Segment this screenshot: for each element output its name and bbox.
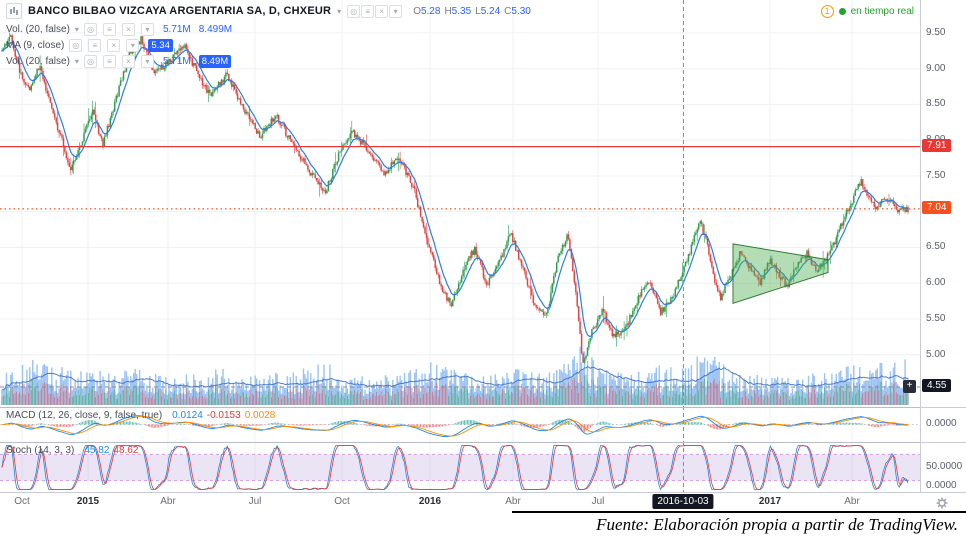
crosshair-date-label: 2016-10-03 xyxy=(652,494,714,509)
indicator-row: Vol. (20, false) ▾ ◎ ≡ × ▾ 5.71M 8.49M xyxy=(6,54,232,68)
time-tick: Jul xyxy=(248,496,262,507)
price-tick: 7.50 xyxy=(926,170,946,181)
indicator-value: 8.49M xyxy=(198,54,232,68)
stoch-pane-legend: Stoch (14, 3, 3) 45.82 48.62 xyxy=(6,445,138,456)
price-level-label: 7.04 xyxy=(922,201,952,214)
ohlc-value: 5.24 xyxy=(480,5,501,17)
price-level-label: 4.55 xyxy=(922,379,952,392)
macd-indicator-label[interactable]: MACD (12, 26, close, 9, false, true) xyxy=(6,410,163,421)
realtime-dot-icon xyxy=(838,8,846,15)
settings-icon[interactable]: ≡ xyxy=(361,4,375,18)
time-tick: 2015 xyxy=(76,496,100,507)
indicator-row: MA (9, close) ◎ ≡ × ▾ 5.34 xyxy=(6,38,173,52)
macd-values: 0.0124 -0.0153 0.0028 xyxy=(168,410,275,421)
time-tick: Abr xyxy=(844,496,860,507)
realtime-label: en tiempo real xyxy=(850,6,914,17)
source-caption: Fuente: Elaboración propia a partir de T… xyxy=(512,511,966,538)
close-icon[interactable]: × xyxy=(121,54,135,68)
add-alert-plus-button[interactable]: + xyxy=(903,380,916,393)
indicator-value: 45.82 xyxy=(84,445,110,456)
caption-text: Fuente: Elaboración propia a partir de T… xyxy=(596,515,958,534)
time-tick: Oct xyxy=(14,496,30,507)
indicator-label[interactable]: Vol. (20, false) xyxy=(6,23,70,35)
price-tick: 5.00 xyxy=(926,349,946,360)
ohlc-key: L xyxy=(475,5,481,17)
pane-separator xyxy=(921,407,966,408)
price-tick: 8.50 xyxy=(926,98,946,109)
more-icon[interactable]: ▾ xyxy=(126,38,140,52)
indicator-value: 5.34 xyxy=(148,38,173,52)
indicator-value: -0.0153 xyxy=(206,410,241,421)
notification-badge[interactable]: 1 xyxy=(820,5,834,18)
realtime-status: 1 en tiempo real xyxy=(820,5,914,18)
indicator-row: Vol. (20, false) ▾ ◎ ≡ × ▾ 5.71M 8.499M xyxy=(6,22,232,36)
time-tick: Abr xyxy=(160,496,176,507)
candles-glyph xyxy=(10,7,18,15)
price-axis[interactable]: 9.509.008.508.007.506.506.005.505.007.91… xyxy=(920,0,966,492)
ohlc-key: H xyxy=(444,5,452,17)
ohlc-key: C xyxy=(504,5,512,17)
gear-icon[interactable] xyxy=(936,496,948,514)
price-tick: 5.50 xyxy=(926,313,946,324)
chevron-down-icon[interactable]: ▾ xyxy=(337,6,342,16)
symbol-toolbar: ◎ ≡ × ▾ xyxy=(347,4,403,18)
more-icon[interactable]: ▾ xyxy=(140,54,154,68)
indicator-value: 5.71M xyxy=(162,23,191,35)
ohlc-value: 5.35 xyxy=(451,5,472,17)
eye-icon[interactable]: ◎ xyxy=(83,22,97,36)
chart-canvas[interactable] xyxy=(0,0,966,497)
stoch-indicator-label[interactable]: Stoch (14, 3, 3) xyxy=(6,445,75,456)
close-icon[interactable]: × xyxy=(375,4,389,18)
indicator-value: 0.0028 xyxy=(244,410,276,421)
close-icon[interactable]: × xyxy=(121,22,135,36)
symbol-header: BANCO BILBAO VIZCAYA ARGENTARIA SA, D, C… xyxy=(6,3,531,19)
stoch-values: 45.82 48.62 xyxy=(80,445,138,456)
close-icon[interactable]: × xyxy=(107,38,121,52)
time-tick: 2016 xyxy=(418,496,442,507)
price-level-label: 7.91 xyxy=(922,139,952,152)
eye-icon[interactable]: ◎ xyxy=(83,54,97,68)
settings-icon[interactable]: ≡ xyxy=(102,22,116,36)
ohlc-values: O5.28 H5.35 L5.24 C5.30 xyxy=(409,6,531,17)
chevron-down-icon[interactable]: ▾ xyxy=(74,56,79,66)
price-tick: 6.00 xyxy=(926,277,946,288)
settings-icon[interactable]: ≡ xyxy=(102,54,116,68)
indicator-value: 5.71M xyxy=(162,55,191,67)
price-tick: 9.50 xyxy=(926,27,946,38)
price-tick: 9.00 xyxy=(926,63,946,74)
indicator-value: 8.499M xyxy=(198,23,233,35)
macd-pane-legend: MACD (12, 26, close, 9, false, true) 0.0… xyxy=(6,410,275,421)
ohlc-value: 5.30 xyxy=(511,5,531,17)
indicator-label[interactable]: Vol. (20, false) xyxy=(6,55,70,67)
chart-type-icon[interactable] xyxy=(6,3,22,19)
eye-icon[interactable]: ◎ xyxy=(69,38,83,52)
settings-icon[interactable]: ≡ xyxy=(88,38,102,52)
more-icon[interactable]: ▾ xyxy=(389,4,403,18)
symbol-title[interactable]: BANCO BILBAO VIZCAYA ARGENTARIA SA, D, C… xyxy=(28,5,332,17)
pane-axis-label: 0.0000 xyxy=(926,480,957,491)
time-tick: Abr xyxy=(505,496,521,507)
ohlc-value: 5.28 xyxy=(420,5,441,17)
indicator-label[interactable]: MA (9, close) xyxy=(6,39,65,51)
pane-separator xyxy=(921,442,966,443)
time-axis[interactable]: Oct 2015 Abr Jul Oct 2016 Abr Jul 2017 Abr 2016-10… xyxy=(0,492,966,512)
pane-axis-label: 0.0000 xyxy=(926,418,957,429)
time-tick: Oct xyxy=(334,496,350,507)
eye-icon[interactable]: ◎ xyxy=(347,4,361,18)
time-tick: 2017 xyxy=(758,496,782,507)
pane-axis-label: 50.0000 xyxy=(926,461,963,472)
indicator-value: 48.62 xyxy=(113,445,139,456)
time-tick: Jul xyxy=(591,496,605,507)
ohlc-key: O xyxy=(413,5,421,17)
chevron-down-icon[interactable]: ▾ xyxy=(74,24,79,34)
price-tick: 6.50 xyxy=(926,241,946,252)
indicator-value: 0.0124 xyxy=(172,410,203,421)
more-icon[interactable]: ▾ xyxy=(140,22,154,36)
